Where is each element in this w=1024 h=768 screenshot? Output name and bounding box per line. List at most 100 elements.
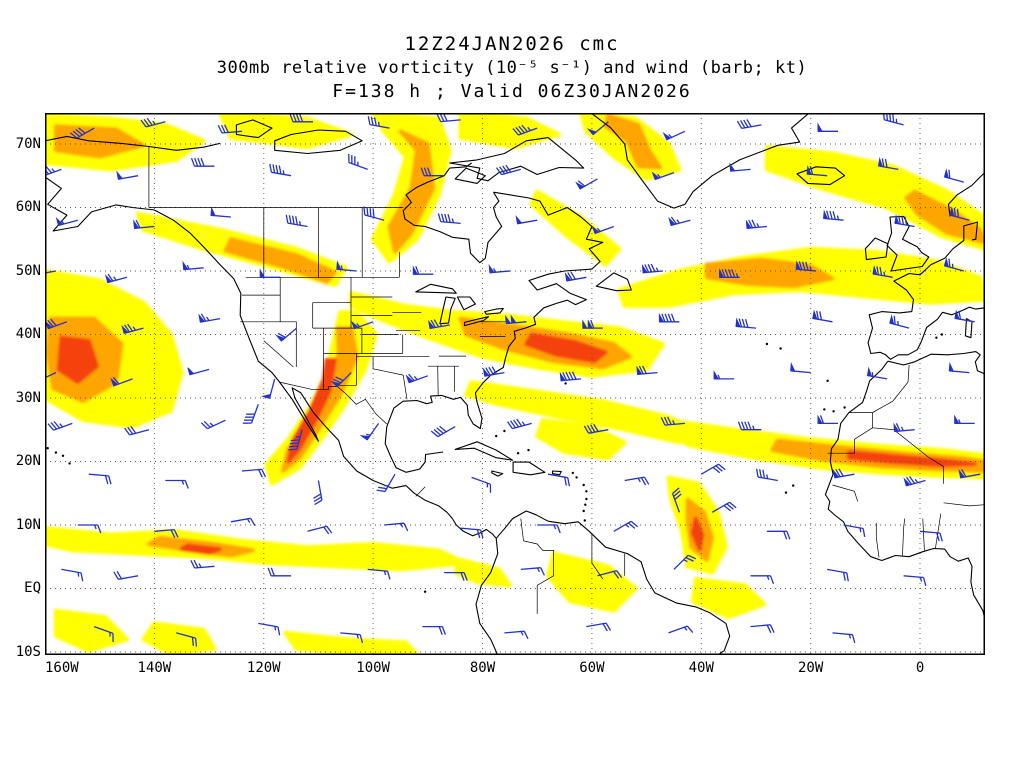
wind-barb (187, 367, 210, 376)
coastline-puerto-rico (551, 470, 562, 476)
coastline-north-america-west (45, 176, 499, 655)
wind-barb (217, 124, 242, 134)
island-layer (46, 333, 944, 593)
wind-barb (176, 632, 198, 647)
wind-barb (832, 468, 855, 479)
wind-barb (817, 122, 838, 132)
wind-barb (564, 271, 587, 282)
wind-barb (230, 517, 256, 527)
wind-barb (55, 216, 78, 227)
wind-barb (488, 263, 510, 274)
wind-barb (954, 414, 975, 425)
island-dot (583, 519, 586, 522)
wind-barb (806, 165, 828, 177)
vorticity-region-level1 (45, 526, 469, 572)
island-dot (832, 410, 835, 413)
coastline-newfoundland (595, 272, 632, 292)
lon-label-140W: 140W (137, 660, 172, 676)
wind-barb (420, 167, 445, 177)
wind-barb (504, 630, 529, 640)
border-tx-ok-red-river (373, 368, 404, 376)
wind-barb (190, 157, 215, 167)
wind-barb (313, 480, 323, 506)
coastline-layer (45, 113, 985, 655)
wind-barb (660, 416, 685, 426)
wind-barb (288, 429, 303, 451)
wind-barb (823, 209, 844, 221)
border-niger-nigeria (943, 502, 985, 507)
island-dot (571, 471, 574, 475)
coastline-gulf-and-us-east (384, 191, 604, 473)
wind-barb (200, 419, 226, 430)
wind-barb (737, 421, 762, 431)
island-dot (826, 379, 829, 382)
coastline-nw-europe (930, 221, 979, 266)
lat-label-10N: 10N (15, 516, 41, 533)
wind-barb (61, 568, 84, 582)
coastline-africa-west (824, 360, 985, 620)
wind-barb (88, 473, 112, 485)
border-ghana-togo (922, 518, 925, 551)
border-guatemala-mexico (415, 486, 426, 497)
vorticity-region-level3 (56, 335, 99, 385)
lon-label-40W: 40W (688, 660, 714, 676)
island-dot (54, 451, 58, 454)
wind-barb (537, 524, 561, 534)
lon-label-20W: 20W (798, 660, 824, 676)
wind-barb (745, 219, 767, 229)
wind-barb (586, 121, 609, 136)
island-dot (585, 490, 588, 493)
wind-barb (121, 323, 144, 334)
wind-barb (422, 625, 447, 635)
wind-barb (289, 113, 313, 123)
coastline-lake-superior (415, 283, 457, 294)
coastline-baffin-island (449, 137, 585, 182)
coastline-hispaniola (512, 461, 546, 476)
wind-barb (210, 206, 231, 218)
wind-barb (795, 260, 817, 272)
wind-barb (427, 319, 450, 330)
border-ms-al (437, 366, 439, 397)
map-canvas (45, 113, 985, 655)
map-plot-area (45, 113, 985, 655)
wind-barb (190, 559, 215, 569)
wind-barb-layer (45, 113, 981, 647)
coastline-jamaica (491, 470, 504, 477)
wind-barb (384, 522, 409, 532)
border-algeria-mali (872, 427, 944, 484)
wind-barb (165, 479, 189, 489)
coastline-france-iberia (867, 264, 985, 360)
wind-barb (405, 373, 429, 384)
wind-barb (700, 463, 726, 475)
wind-barb (658, 312, 680, 323)
wind-barb (512, 124, 538, 136)
wind-barb (104, 273, 128, 284)
wind-barb (711, 501, 737, 513)
wind-barb (651, 171, 675, 181)
wind-barb (267, 567, 292, 577)
wind-barb (242, 404, 259, 424)
wind-barb (47, 421, 73, 431)
wind-barb (348, 153, 368, 171)
coastline-cuba (454, 441, 514, 461)
vorticity-region-level3 (690, 516, 705, 552)
coastline-southampton-island (454, 167, 486, 184)
wind-barb (766, 530, 791, 540)
island-dot (46, 447, 49, 450)
wind-barb (889, 314, 910, 329)
wind-barb (259, 268, 281, 278)
wind-barb (154, 528, 179, 538)
vorticity-region-level2 (603, 113, 663, 170)
wind-barb (124, 425, 150, 436)
island-dot (68, 462, 71, 465)
wind-barb (285, 214, 308, 228)
border-layer (148, 146, 985, 614)
wind-barb (719, 268, 740, 278)
wind-barb (520, 567, 545, 576)
lat-label-10S: 10S (15, 643, 41, 660)
coastline-mediterranean-africa (887, 351, 985, 375)
island-dot (935, 336, 938, 339)
wind-barb (883, 113, 904, 126)
lat-label-50N: 50N (15, 262, 41, 279)
coastline-norway (947, 172, 985, 217)
